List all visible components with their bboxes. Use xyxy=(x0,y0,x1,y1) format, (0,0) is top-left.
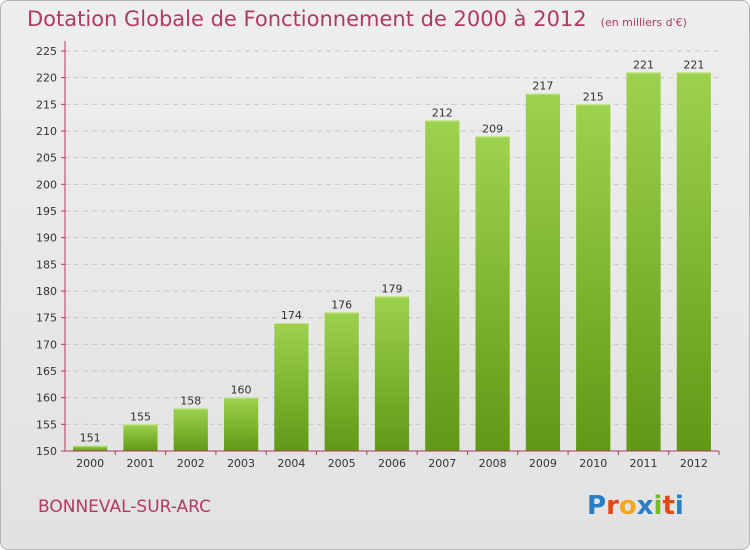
data-label: 174 xyxy=(281,309,302,322)
x-tick-label: 2006 xyxy=(378,457,406,470)
data-label: 217 xyxy=(532,80,553,93)
y-tick-label: 175 xyxy=(36,312,57,325)
bar xyxy=(626,72,661,451)
data-label: 215 xyxy=(583,90,604,103)
x-tick-label: 2003 xyxy=(227,457,255,470)
proxiti-logo: Proxiti xyxy=(587,491,684,521)
logo-letter: r xyxy=(606,491,619,521)
x-tick-label: 2002 xyxy=(177,457,205,470)
logo-letter: o xyxy=(618,491,637,521)
bar xyxy=(324,312,359,451)
y-tick-label: 195 xyxy=(36,205,57,218)
y-tick-label: 205 xyxy=(36,152,57,165)
x-tick-labels: 2000 2001 2002 2003 2004 2005 2006 2007 2008 2009… xyxy=(76,457,708,470)
y-tick-label: 210 xyxy=(36,125,57,138)
bar xyxy=(475,136,510,452)
data-label: 176 xyxy=(331,298,352,311)
data-label: 209 xyxy=(482,122,503,135)
bar xyxy=(374,296,410,451)
logo-letter: t xyxy=(662,491,675,521)
x-tick-label: 2011 xyxy=(630,457,658,470)
data-label: 155 xyxy=(130,410,151,423)
place-name: BONNEVAL-SUR-ARC xyxy=(38,497,211,517)
data-label: 160 xyxy=(231,384,252,397)
x-tick-label: 2008 xyxy=(479,457,507,470)
y-tick-label: 170 xyxy=(36,338,57,351)
x-tick-label: 2007 xyxy=(428,457,456,470)
bar xyxy=(525,93,561,452)
bar xyxy=(173,408,208,451)
y-tick-label: 190 xyxy=(36,232,57,245)
y-tick-labels: 150 155 160 165 170 175 180 185 190 195 200 205 210 2… xyxy=(36,45,57,458)
y-tick-label: 225 xyxy=(36,45,57,58)
bar xyxy=(223,397,259,451)
x-tick-label: 2001 xyxy=(126,457,154,470)
data-label: 221 xyxy=(683,58,704,71)
x-tick-label: 2012 xyxy=(680,457,708,470)
logo-letter: x xyxy=(636,491,654,521)
axes xyxy=(61,41,720,455)
data-label: 179 xyxy=(382,282,403,295)
data-label: 158 xyxy=(180,394,201,407)
y-tick-label: 165 xyxy=(36,365,57,378)
logo-letter: i xyxy=(653,491,663,521)
data-label: 221 xyxy=(633,58,654,71)
data-labels: 151 155 158 160 174 176 179 212 209 217 215 221 221 xyxy=(80,58,705,444)
bar xyxy=(425,120,460,451)
data-label: 212 xyxy=(432,106,453,119)
bar xyxy=(123,424,158,451)
y-tick-label: 150 xyxy=(36,445,57,458)
x-tick-label: 2009 xyxy=(529,457,557,470)
chart-title: Dotation Globale de Fonctionnement de 20… xyxy=(27,7,587,31)
y-tick-label: 215 xyxy=(36,98,57,111)
y-tick-label: 220 xyxy=(36,72,57,85)
y-tick-label: 180 xyxy=(36,285,57,298)
y-tick-label: 185 xyxy=(36,258,57,271)
y-tick-label: 160 xyxy=(36,392,57,405)
bar xyxy=(676,72,711,451)
logo-letter: P xyxy=(587,491,607,521)
bars xyxy=(73,72,711,452)
y-tick-label: 155 xyxy=(36,418,57,431)
x-tick-label: 2000 xyxy=(76,457,104,470)
bar xyxy=(576,104,611,451)
logo-letter: i xyxy=(674,491,684,521)
bar xyxy=(274,323,309,451)
y-tick-label: 200 xyxy=(36,178,57,191)
x-tick-label: 2010 xyxy=(579,457,607,470)
bar xyxy=(73,445,108,451)
x-tick-label: 2004 xyxy=(277,457,305,470)
chart-title-block: Dotation Globale de Fonctionnement de 20… xyxy=(27,7,687,31)
data-label: 151 xyxy=(80,432,101,445)
chart-subtitle: (en milliers d'€) xyxy=(600,16,687,29)
x-tick-label: 2005 xyxy=(328,457,356,470)
